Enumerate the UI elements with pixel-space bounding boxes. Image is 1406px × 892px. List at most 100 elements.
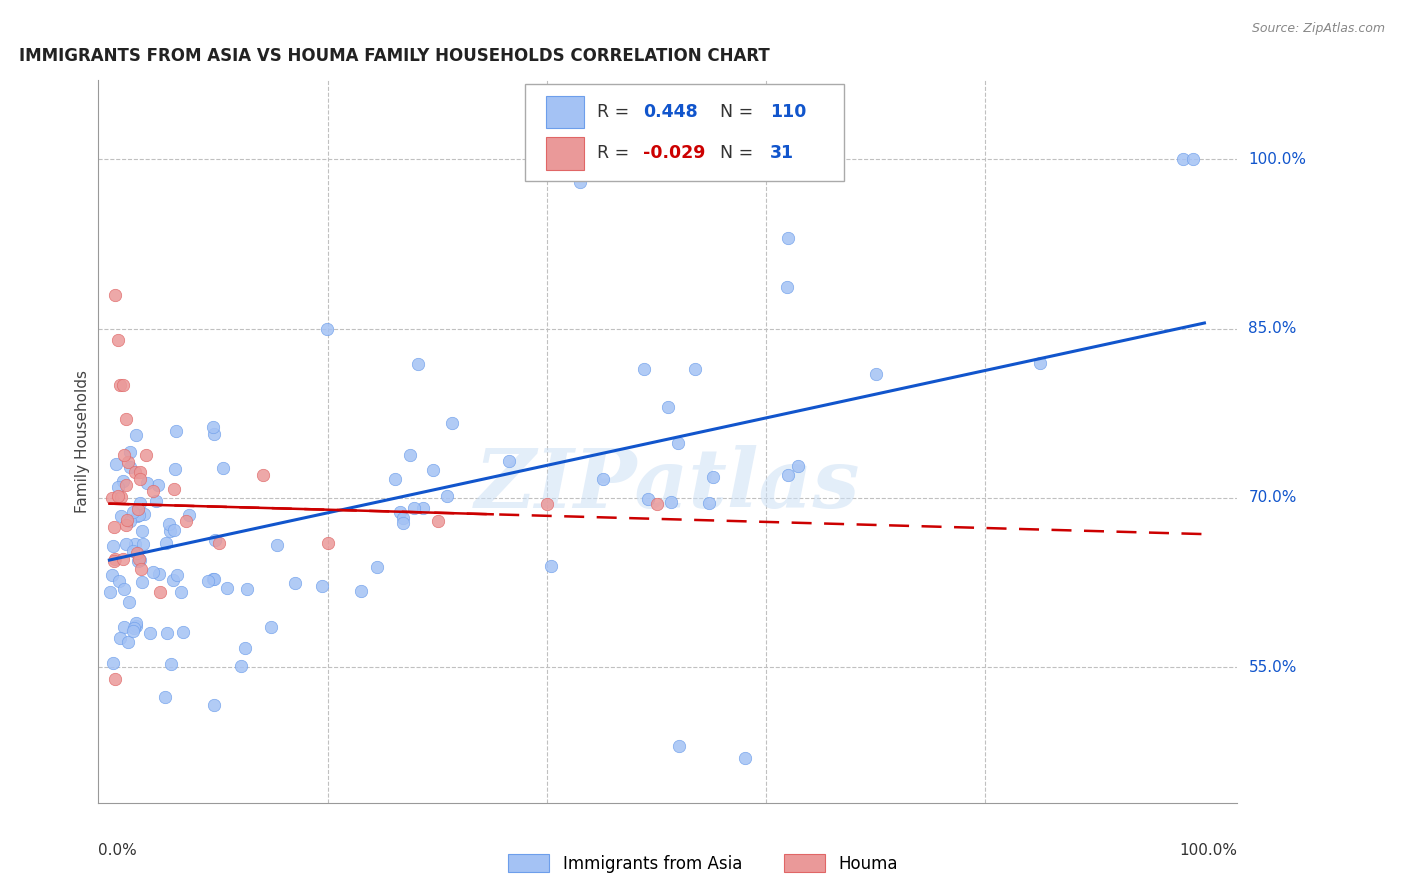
Point — [114, 478, 136, 492]
Point — [131, 524, 153, 538]
Point — [112, 620, 135, 634]
Point — [101, 568, 124, 582]
Point — [160, 657, 183, 671]
Point — [135, 475, 157, 490]
Point — [125, 615, 148, 630]
Point — [778, 231, 800, 245]
Point — [142, 483, 165, 498]
Point — [174, 514, 197, 528]
Point — [122, 621, 145, 635]
Point — [112, 551, 135, 566]
Point — [125, 509, 148, 524]
Point — [115, 513, 138, 527]
Point — [392, 516, 415, 531]
Point — [384, 473, 406, 487]
Point — [776, 280, 799, 294]
Point — [101, 539, 124, 553]
Point — [668, 739, 690, 754]
Point — [117, 635, 139, 649]
Text: R =: R = — [598, 103, 636, 121]
Point — [101, 656, 124, 670]
FancyBboxPatch shape — [546, 95, 583, 128]
FancyBboxPatch shape — [546, 137, 583, 169]
Point — [155, 626, 177, 640]
FancyBboxPatch shape — [526, 84, 845, 181]
Point — [204, 533, 226, 547]
Point — [128, 552, 150, 566]
Point — [121, 544, 143, 558]
Point — [112, 474, 135, 488]
Text: 31: 31 — [770, 145, 794, 162]
Text: 70.0%: 70.0% — [1249, 491, 1296, 506]
Point — [157, 516, 180, 531]
Point — [127, 546, 149, 560]
Point — [699, 496, 721, 510]
Text: 55.0%: 55.0% — [1249, 660, 1296, 675]
Point — [540, 558, 562, 573]
Text: N =: N = — [709, 103, 759, 121]
Point — [284, 576, 307, 591]
Point — [645, 497, 668, 511]
Point — [148, 566, 170, 581]
Point — [422, 463, 444, 477]
Point — [125, 428, 148, 442]
Point — [657, 400, 679, 414]
Point — [163, 482, 186, 496]
Text: Source: ZipAtlas.com: Source: ZipAtlas.com — [1251, 22, 1385, 36]
Text: 0.448: 0.448 — [643, 103, 697, 121]
Point — [211, 461, 233, 475]
Point — [129, 562, 152, 576]
Point — [162, 574, 184, 588]
Point — [637, 491, 659, 506]
Point — [131, 574, 153, 589]
Point — [127, 554, 149, 568]
Point — [122, 505, 145, 519]
Point — [129, 465, 152, 479]
Point — [146, 478, 169, 492]
Text: -0.029: -0.029 — [643, 145, 706, 162]
Point — [536, 497, 558, 511]
Text: 85.0%: 85.0% — [1249, 321, 1296, 336]
Text: 100.0%: 100.0% — [1249, 152, 1306, 167]
Text: 110: 110 — [770, 103, 807, 121]
Point — [260, 620, 283, 634]
Y-axis label: Family Households: Family Households — [75, 370, 90, 513]
Point — [145, 493, 167, 508]
Point — [1182, 153, 1205, 167]
Point — [159, 524, 181, 538]
Point — [350, 583, 373, 598]
Point — [702, 469, 724, 483]
Point — [118, 459, 141, 474]
Point — [204, 698, 226, 712]
Point — [103, 520, 125, 534]
Point — [236, 582, 259, 597]
Point — [786, 459, 808, 474]
Point — [110, 490, 132, 504]
Point — [110, 378, 132, 392]
Point — [318, 536, 340, 550]
Point — [128, 508, 150, 522]
Point — [163, 523, 186, 537]
Point — [135, 448, 157, 462]
Point — [112, 582, 135, 596]
Point — [436, 489, 458, 503]
Point — [592, 472, 614, 486]
Point — [426, 514, 449, 528]
Point — [1029, 355, 1052, 369]
Point — [165, 424, 187, 438]
Point — [149, 585, 172, 599]
Point — [233, 640, 256, 655]
Point — [108, 632, 131, 646]
Point — [129, 472, 152, 486]
Point — [121, 624, 143, 638]
Point — [112, 448, 135, 462]
Point — [498, 453, 520, 467]
Point — [114, 518, 136, 533]
Text: R =: R = — [598, 145, 636, 162]
Point — [153, 690, 176, 704]
Point — [128, 496, 150, 510]
Point — [392, 511, 415, 525]
Point — [202, 572, 225, 586]
Point — [441, 416, 464, 430]
Point — [114, 412, 136, 426]
